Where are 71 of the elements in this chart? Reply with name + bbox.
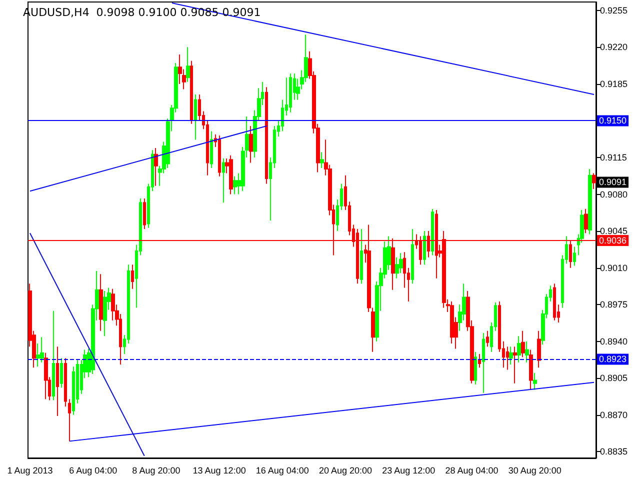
y-tick-label: 0.9115: [600, 152, 627, 162]
candlestick: [249, 125, 253, 164]
ref-line-label: 0.9150: [599, 116, 627, 126]
candlestick: [592, 172, 596, 190]
y-tick-label: 0.9185: [600, 78, 628, 89]
candlestick: [525, 340, 529, 363]
candlestick: [486, 330, 489, 348]
candlestick: [482, 332, 485, 394]
candlestick: [60, 358, 63, 388]
y-tick-label: 0.8870: [600, 410, 628, 420]
ref-line-label: 0.8923: [599, 354, 627, 364]
y-tick-label: 0.9220: [600, 42, 628, 52]
x-tick-label: 6 Aug 04:00: [69, 466, 118, 476]
y-tick-label: 0.8905: [600, 373, 628, 384]
candlestick: [289, 72, 292, 113]
candlestick: [154, 148, 158, 186]
candlestick: [588, 168, 592, 235]
candlestick: [360, 228, 363, 284]
y-tick-label: 0.9045: [600, 226, 628, 236]
x-tick-label: 30 Aug 20:00: [508, 466, 562, 476]
candlestick: [143, 198, 146, 230]
candlestick: [265, 86, 268, 184]
candlestick: [521, 330, 525, 358]
candlestick: [529, 349, 533, 390]
ref-line-label: 0.9036: [599, 236, 627, 246]
candlestick: [68, 398, 71, 442]
candlestick: [44, 352, 48, 400]
candlestick: [131, 264, 134, 290]
candlestick: [573, 246, 576, 266]
annotation: 0.9091: [599, 177, 627, 188]
candlestick: [509, 346, 513, 365]
x-tick-label: 13 Aug 12:00: [192, 466, 246, 476]
x-tick-label: 28 Aug 04:00: [445, 466, 498, 476]
y-tick-label: 0.8940: [600, 336, 628, 346]
candlestick: [222, 158, 225, 204]
y-tick-label: 0.9080: [600, 189, 628, 200]
candlestick: [233, 176, 237, 195]
candlestick: [40, 336, 44, 363]
candlestick: [395, 256, 399, 279]
candlestick: [411, 228, 414, 284]
candlestick: [103, 290, 107, 337]
candlestick: [423, 230, 426, 266]
candlestick: [229, 154, 233, 195]
candlestick: [218, 134, 221, 177]
candlestick: [537, 330, 541, 368]
candlestick: [56, 346, 59, 416]
candlestick: [517, 336, 521, 363]
candlestick: [52, 310, 55, 401]
y-tick-label: 0.8975: [600, 300, 628, 310]
candlestick: [64, 358, 67, 408]
y-tick-label: 0.9255: [600, 5, 628, 16]
candlestick: [474, 351, 477, 385]
x-tick-label: 8 Aug 20:00: [132, 466, 180, 476]
candlestick: [186, 46, 190, 82]
candlestick: [320, 152, 324, 169]
candlestick: [553, 283, 556, 321]
candlestick: [513, 346, 517, 384]
candlestick: [533, 372, 537, 390]
candlestick: [431, 208, 434, 256]
y-tick-label: 0.8835: [600, 446, 628, 457]
candlestick: [99, 274, 103, 332]
x-tick-label: 1 Aug 2013: [7, 466, 53, 476]
candlestick: [190, 60, 193, 124]
y-tick-label: 0.9010: [600, 262, 628, 273]
candlestick: [210, 130, 213, 169]
candlestick: [194, 94, 197, 140]
x-tick-label: 16 Aug 04:00: [256, 466, 309, 476]
candlestick: [584, 208, 588, 234]
x-tick-label: 20 Aug 20:00: [318, 466, 372, 476]
candlestick: [478, 353, 481, 368]
x-tick-label: 23 Aug 12:00: [382, 466, 436, 476]
